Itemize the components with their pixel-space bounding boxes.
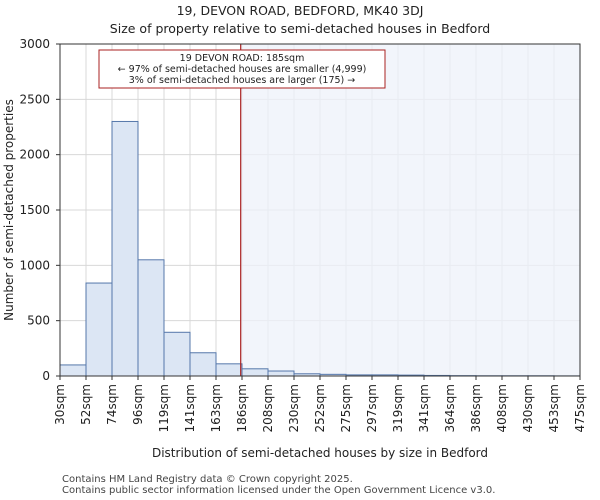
x-tick-label: 186sqm: [235, 384, 249, 432]
histogram-bar: [189, 352, 217, 377]
y-axis-label: Number of semi-detached properties: [2, 99, 16, 321]
annotation-line-2: ← 97% of semi-detached houses are smalle…: [118, 64, 367, 75]
axes-layer: 0 500 1000 1500 2000 2500 3000 30sqm 52sqm 74sqm 9…: [19, 37, 587, 432]
histogram-bar: [111, 120, 139, 377]
x-tick-label: 297sqm: [365, 384, 379, 432]
x-tick-label: 230sqm: [287, 384, 301, 432]
histogram-bar: [215, 363, 243, 377]
x-tick-label: 275sqm: [339, 384, 353, 432]
chart-title: 19, DEVON ROAD, BEDFORD, MK40 3DJ: [176, 3, 424, 18]
x-tick-label: 119sqm: [157, 384, 171, 432]
x-tick-label: 430sqm: [521, 384, 535, 432]
x-tick-label: 74sqm: [105, 384, 119, 425]
x-tick-label: 252sqm: [313, 384, 327, 432]
histogram-bar: [241, 368, 269, 377]
y-tick-label: 3000: [19, 37, 50, 51]
x-axis-label: Distribution of semi-detached houses by …: [152, 446, 488, 460]
bars-layer: [59, 120, 581, 377]
footer-line-1: Contains HM Land Registry data © Crown c…: [62, 474, 353, 485]
x-tick-label: 341sqm: [417, 384, 431, 432]
x-tick-label: 141sqm: [183, 384, 197, 432]
larger-region-highlight: [240, 44, 580, 376]
x-tick-label: 319sqm: [391, 384, 405, 432]
x-tick-label: 208sqm: [261, 384, 275, 432]
x-tick-label: 96sqm: [131, 384, 145, 425]
x-tick-label: 163sqm: [209, 384, 223, 432]
chart-subtitle: Size of property relative to semi-detach…: [109, 21, 491, 36]
x-tick-label: 386sqm: [469, 384, 483, 432]
histogram-bar: [137, 259, 165, 377]
y-tick-label: 2500: [19, 92, 50, 106]
annotation-line-1: 19 DEVON ROAD: 185sqm: [180, 53, 305, 64]
y-tick-label: 1000: [19, 258, 50, 272]
histogram-bar: [85, 282, 113, 377]
x-tick-label: 453sqm: [547, 384, 561, 432]
footer-line-2: Contains public sector information licen…: [62, 485, 496, 496]
annotation-box: 19 DEVON ROAD: 185sqm ← 97% of semi-deta…: [98, 49, 386, 89]
y-tick-label: 1500: [19, 203, 50, 217]
x-tick-label: 364sqm: [443, 384, 457, 432]
x-tick-label: 52sqm: [79, 384, 93, 425]
histogram-bar: [59, 364, 87, 377]
annotation-border: [98, 49, 386, 89]
histogram-bar: [267, 370, 295, 377]
annotation-line-3: 3% of semi-detached houses are larger (1…: [129, 75, 356, 86]
y-tick-label: 500: [27, 314, 50, 328]
y-tick-label: 0: [42, 369, 50, 383]
x-tick-label: 475sqm: [573, 384, 587, 432]
x-tick-label: 408sqm: [495, 384, 509, 432]
y-tick-label: 2000: [19, 148, 50, 162]
histogram-bar: [163, 331, 191, 377]
x-tick-label: 30sqm: [53, 384, 67, 425]
